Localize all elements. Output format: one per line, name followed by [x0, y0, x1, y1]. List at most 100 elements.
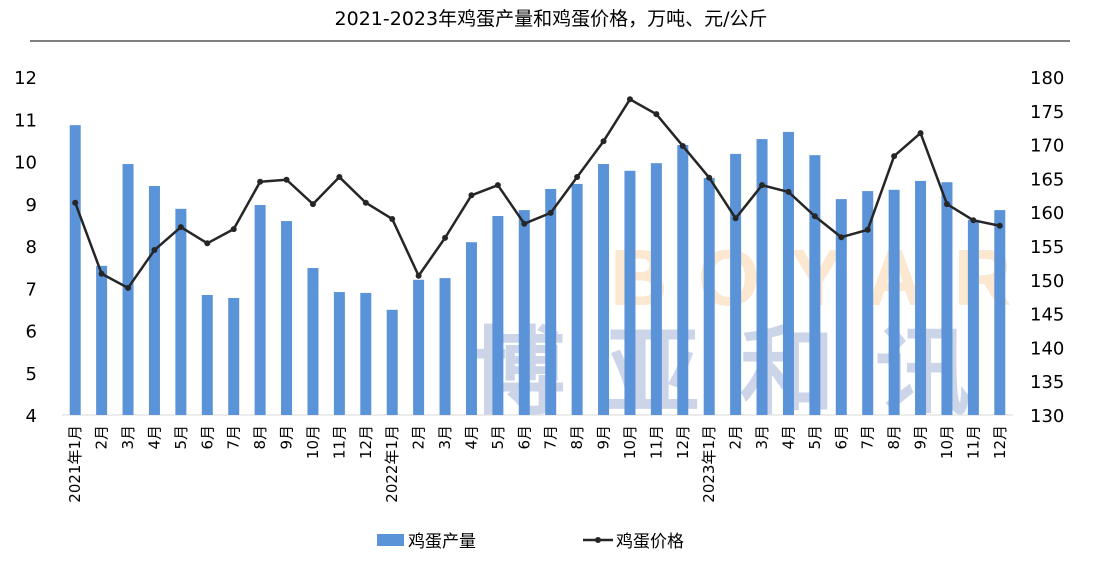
bar	[333, 292, 345, 415]
bar	[413, 279, 425, 415]
x-tick: 8月	[568, 425, 586, 450]
price-line	[74, 98, 1001, 290]
x-tick: 2022年1月	[383, 425, 401, 503]
price-point	[917, 130, 924, 137]
y-left-tick: 6	[26, 322, 37, 343]
price-point	[706, 174, 713, 181]
bar	[254, 205, 266, 415]
y-right-tick: 140	[1030, 338, 1064, 359]
price-point	[785, 188, 792, 195]
y-right-tick: 180	[1030, 68, 1064, 89]
price-point	[970, 217, 977, 224]
x-tick: 6月	[515, 425, 533, 450]
legend: 鸡蛋产量 鸡蛋价格	[377, 532, 684, 552]
x-tick: 2023年1月	[700, 425, 718, 503]
price-point	[72, 199, 79, 206]
x-tick: 2月	[93, 425, 111, 450]
bar	[915, 180, 927, 415]
bar	[148, 186, 160, 415]
price-point	[468, 192, 475, 199]
chart-title: 2021-2023年鸡蛋产量和鸡蛋价格，万吨、元/公斤	[335, 8, 768, 30]
x-tick: 11月	[330, 425, 348, 459]
bar	[386, 309, 398, 415]
price-point	[336, 174, 343, 181]
y-left-tick: 10	[14, 153, 37, 174]
x-tick: 6月	[832, 425, 850, 450]
y-left-tick: 12	[14, 68, 37, 89]
x-tick: 3月	[436, 425, 454, 450]
y-right-tick: 135	[1030, 372, 1064, 393]
x-tick: 4月	[145, 425, 163, 450]
x-tick: 12月	[357, 425, 375, 459]
price-point	[204, 240, 211, 247]
y-left-tick: 4	[26, 406, 37, 427]
x-tick: 5月	[806, 425, 824, 450]
x-tick: 10月	[621, 425, 639, 459]
y-left-tick: 9	[26, 195, 37, 216]
bar	[703, 177, 715, 415]
x-tick: 3月	[753, 425, 771, 450]
bar	[465, 242, 477, 415]
price-point	[151, 247, 158, 254]
price-point	[309, 201, 316, 208]
price-point	[177, 224, 184, 231]
x-tick: 7月	[859, 425, 877, 450]
y-right-tick: 170	[1030, 136, 1064, 157]
price-point	[838, 234, 845, 241]
x-tick: 12月	[674, 425, 692, 459]
x-tick: 7月	[542, 425, 560, 450]
x-tick: 4月	[462, 425, 480, 450]
price-point	[98, 270, 105, 277]
price-point	[811, 213, 818, 220]
x-tick: 2021年1月	[66, 425, 84, 503]
x-tick: 9月	[912, 425, 930, 450]
bar	[809, 155, 821, 415]
bar	[96, 265, 108, 415]
x-tick: 2月	[410, 425, 428, 450]
price-point	[943, 201, 950, 208]
bar	[518, 210, 530, 415]
bar	[69, 125, 81, 415]
price-point	[521, 220, 528, 227]
bar	[571, 183, 583, 415]
x-tick: 5月	[172, 425, 190, 450]
legend-bar-label: 鸡蛋产量	[408, 532, 476, 552]
bar	[307, 267, 319, 415]
price-point	[389, 215, 396, 222]
x-tick: 10月	[938, 425, 956, 459]
bar	[650, 163, 662, 415]
price-point	[442, 234, 449, 241]
y-left-tick: 5	[26, 364, 37, 385]
bar	[967, 219, 979, 415]
x-tick: 12月	[991, 425, 1009, 459]
price-point	[891, 153, 898, 160]
y-right-tick: 175	[1030, 102, 1064, 123]
price-point	[125, 284, 132, 291]
bar	[439, 278, 451, 415]
price-point	[230, 226, 237, 233]
y-left-tick: 8	[26, 237, 37, 258]
bar	[756, 139, 768, 416]
price-point	[732, 215, 739, 222]
bar	[677, 145, 689, 415]
legend-bar-swatch	[377, 534, 404, 546]
price-point	[679, 142, 686, 149]
price-point	[600, 138, 607, 145]
bar	[941, 182, 953, 415]
x-tick: 11月	[647, 425, 665, 459]
y-right-tick: 160	[1030, 203, 1064, 224]
price-point	[996, 222, 1003, 229]
x-tick: 10月	[304, 425, 322, 459]
bar	[201, 295, 213, 415]
bar	[862, 191, 874, 415]
x-tick: 7月	[225, 425, 243, 450]
x-tick: 8月	[885, 425, 903, 450]
price-point	[362, 199, 369, 206]
x-tick: 3月	[119, 425, 137, 450]
legend-line-marker	[595, 537, 601, 543]
y-right-tick: 165	[1030, 169, 1064, 190]
price-point	[494, 182, 501, 189]
bar	[492, 216, 504, 415]
y-left-tick: 7	[26, 279, 37, 300]
